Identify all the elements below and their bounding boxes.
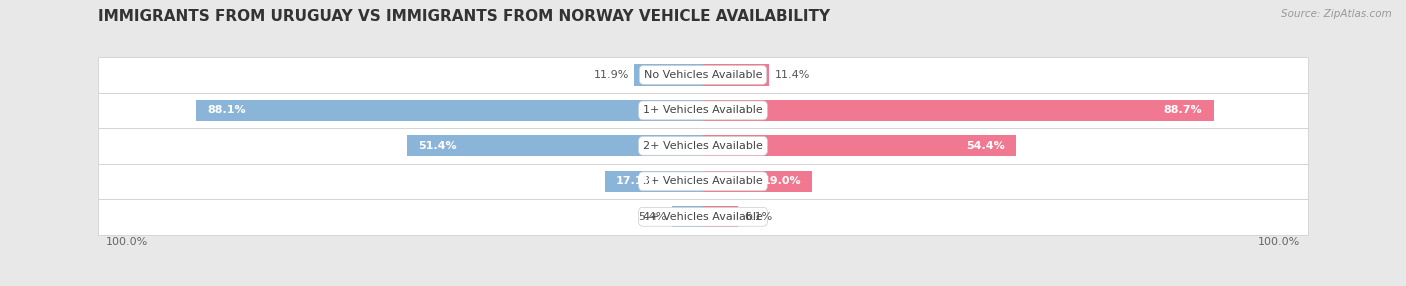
Text: 88.7%: 88.7% xyxy=(1164,106,1202,115)
Text: 3+ Vehicles Available: 3+ Vehicles Available xyxy=(643,176,763,186)
Text: 51.4%: 51.4% xyxy=(419,141,457,151)
Text: 6.1%: 6.1% xyxy=(744,212,772,222)
Text: 54.4%: 54.4% xyxy=(966,141,1005,151)
Bar xyxy=(605,171,703,192)
Text: IMMIGRANTS FROM URUGUAY VS IMMIGRANTS FROM NORWAY VEHICLE AVAILABILITY: IMMIGRANTS FROM URUGUAY VS IMMIGRANTS FR… xyxy=(98,9,831,23)
Bar xyxy=(98,164,1308,199)
Bar xyxy=(703,100,1213,121)
Bar xyxy=(703,171,813,192)
Bar xyxy=(672,206,703,227)
Bar xyxy=(195,100,703,121)
Bar xyxy=(98,128,1308,164)
Text: 19.0%: 19.0% xyxy=(762,176,801,186)
Bar xyxy=(98,199,1308,235)
Bar xyxy=(408,135,703,156)
Text: 5.4%: 5.4% xyxy=(638,212,666,222)
Text: 88.1%: 88.1% xyxy=(207,106,246,115)
Bar xyxy=(703,206,738,227)
Text: 1+ Vehicles Available: 1+ Vehicles Available xyxy=(643,106,763,115)
Text: Source: ZipAtlas.com: Source: ZipAtlas.com xyxy=(1281,9,1392,19)
Text: 11.4%: 11.4% xyxy=(775,70,810,80)
Bar xyxy=(703,135,1017,156)
Text: 2+ Vehicles Available: 2+ Vehicles Available xyxy=(643,141,763,151)
Text: 17.1%: 17.1% xyxy=(616,176,655,186)
Bar xyxy=(703,64,769,86)
Text: No Vehicles Available: No Vehicles Available xyxy=(644,70,762,80)
Bar xyxy=(98,93,1308,128)
Bar xyxy=(634,64,703,86)
Text: 11.9%: 11.9% xyxy=(593,70,628,80)
Text: 4+ Vehicles Available: 4+ Vehicles Available xyxy=(643,212,763,222)
Bar xyxy=(98,57,1308,93)
